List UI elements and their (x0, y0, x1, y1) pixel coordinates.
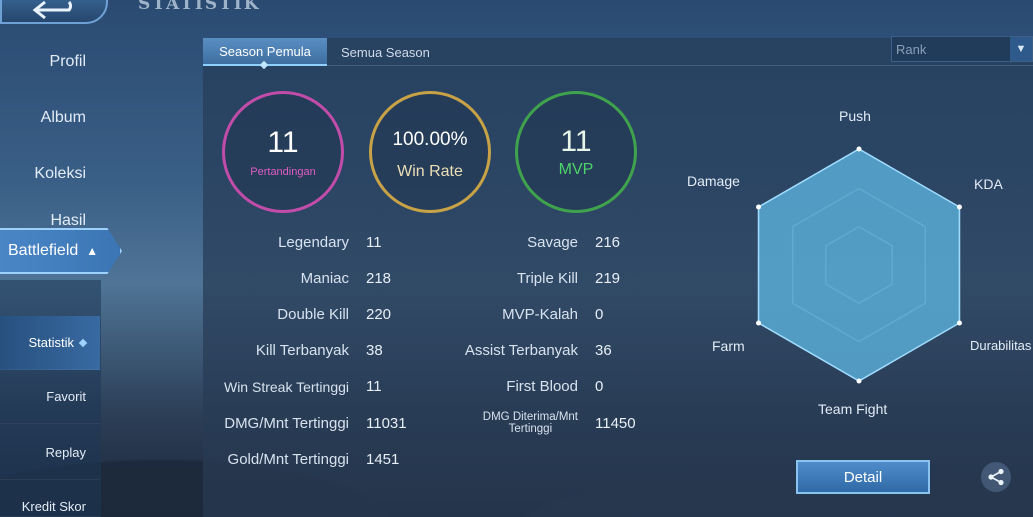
stat-label: Win Streak Tertinggi (223, 379, 349, 395)
stat-label: Maniac (300, 270, 349, 287)
radar-point-damage (756, 204, 762, 210)
stat-label: Assist Terbanyak (464, 342, 578, 359)
radar-value-area (757, 148, 961, 382)
stat-value: 219 (595, 270, 621, 287)
stat-label: Double Kill (277, 306, 349, 323)
stat-value: 36 (595, 342, 612, 359)
stat-value: 11031 (366, 415, 407, 432)
radar-label-kda: KDA (974, 176, 1003, 192)
mode-dropdown[interactable]: Rank ▼ (891, 36, 1033, 62)
sidebar-item-profil[interactable]: Profil (49, 53, 86, 70)
back-arrow-icon (32, 0, 72, 20)
submenu-item-statistik[interactable]: Statistik (0, 316, 100, 370)
radar-label-durability: Durabilitas (970, 338, 1032, 353)
submenu-item-favorit[interactable]: Favorit (0, 370, 100, 424)
stat-label: DMG Diterima/Mnt Tertinggi (483, 411, 578, 435)
stat-label: Kill Terbanyak (255, 342, 349, 359)
share-button[interactable] (981, 462, 1011, 492)
stat-value: 0 (595, 306, 604, 323)
stat-value: 0 (595, 378, 604, 395)
radar-point-farm (756, 320, 762, 326)
stat-label: Gold/Mnt Tertinggi (227, 451, 349, 468)
submenu-item-label: Favorit (46, 389, 86, 404)
radar-point-team-fight (856, 378, 862, 384)
win-rate-value: 100.00% (392, 129, 468, 150)
detail-button[interactable]: Detail (796, 460, 930, 494)
sidebar-item-koleksi[interactable]: Koleksi (34, 165, 86, 182)
tab-season-pemula[interactable]: Season Pemula (203, 38, 327, 66)
sidebar-item-label: Battlefield (8, 242, 79, 259)
submenu-item-label: Statistik (28, 335, 74, 350)
matches-value: 11 (267, 126, 299, 159)
share-icon (988, 468, 1004, 486)
stats-panel: Season Pemula Semua Season Rank ▼ 11 Per… (203, 36, 1033, 517)
stat-label: DMG/Mnt Tertinggi (224, 415, 349, 432)
matches-circle: 11 Pertandingan (222, 91, 344, 213)
stat-label-line: DMG Diterima/Mnt (482, 411, 578, 423)
stat-value: 1451 (366, 451, 400, 468)
stat-value: 216 (595, 234, 621, 251)
sidebar-item-battlefield[interactable]: Battlefield ▲ (0, 228, 122, 274)
mvp-value: 11 (560, 125, 592, 158)
stat-label: MVP-Kalah (502, 306, 578, 323)
stat-value: 220 (366, 306, 392, 323)
stat-label-line: Tertinggi (508, 423, 553, 435)
stat-label: Savage (527, 234, 578, 251)
dropdown-value: Rank (896, 41, 927, 57)
sidebar-submenu: Statistik Favorit Replay Kredit Skor (0, 280, 101, 517)
mvp-label: MVP (558, 161, 594, 178)
radar-label-farm: Farm (712, 338, 745, 354)
stat-value: 11 (366, 378, 382, 395)
win-rate-circle: 100.00% Win Rate (369, 91, 491, 213)
submenu-item-replay[interactable]: Replay (0, 426, 100, 480)
submenu-item-kredit-skor[interactable]: Kredit Skor (0, 481, 100, 517)
active-indicator-icon (78, 338, 88, 347)
stat-value: 11 (366, 234, 382, 251)
mvp-circle: 11 MVP (515, 91, 637, 213)
radar-chart (756, 146, 962, 384)
radar-label-damage: Damage (687, 173, 740, 189)
stat-value: 38 (366, 342, 383, 359)
radar-label-team-fight: Team Fight (818, 401, 888, 417)
radar-label-push: Push (839, 108, 871, 124)
radar-point-push (856, 146, 862, 152)
page-title: STATISTIK (138, 0, 261, 14)
radar-point-durability (956, 320, 962, 326)
back-button[interactable] (0, 0, 108, 24)
stat-value: 11450 (595, 415, 636, 432)
chevron-down-icon: ▼ (1010, 37, 1032, 61)
win-rate-label: Win Rate (397, 163, 463, 180)
submenu-item-label: Replay (45, 445, 86, 460)
stat-label: First Blood (506, 378, 578, 395)
submenu-item-label: Kredit Skor (21, 499, 86, 514)
stat-label: Triple Kill (516, 270, 578, 287)
tab-semua-season[interactable]: Semua Season (341, 44, 430, 60)
radar-point-kda (956, 204, 962, 210)
stat-label: Legendary (278, 234, 349, 251)
chevron-up-icon: ▲ (86, 244, 99, 258)
matches-label: Pertandingan (250, 166, 316, 178)
season-tabs: Season Pemula Semua Season (203, 38, 1033, 66)
sidebar-item-album[interactable]: Album (40, 109, 86, 126)
sidebar-item-label: Hasil (50, 212, 86, 229)
stat-value: 218 (366, 270, 392, 287)
